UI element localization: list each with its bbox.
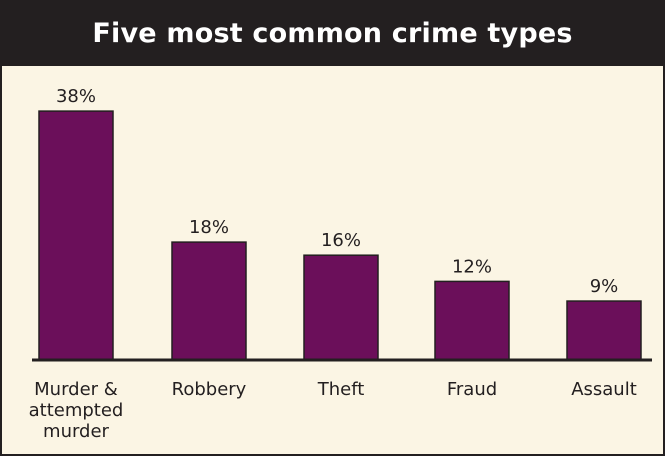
chart-title: Five most common crime types — [2, 2, 663, 66]
bar-3 — [434, 280, 510, 361]
category-label-4: Assault — [571, 379, 637, 400]
category-label-2: Theft — [317, 379, 365, 400]
bar-2 — [303, 254, 379, 361]
value-label-0: 38% — [56, 86, 96, 107]
value-label-3: 12% — [452, 256, 492, 277]
category-label-0: Murder & attempted murder — [29, 379, 124, 442]
bar-chart: 38% Murder & attempted murder 18% Robbery 16% T… — [29, 86, 652, 442]
value-label-4: 9% — [590, 276, 619, 297]
bar-1 — [171, 241, 247, 361]
value-label-1: 18% — [189, 217, 229, 238]
bar-0 — [38, 110, 114, 361]
value-label-2: 16% — [321, 230, 361, 251]
bar-4 — [566, 300, 642, 361]
category-label-3: Fraud — [447, 379, 497, 400]
category-label-1: Robbery — [172, 379, 247, 400]
